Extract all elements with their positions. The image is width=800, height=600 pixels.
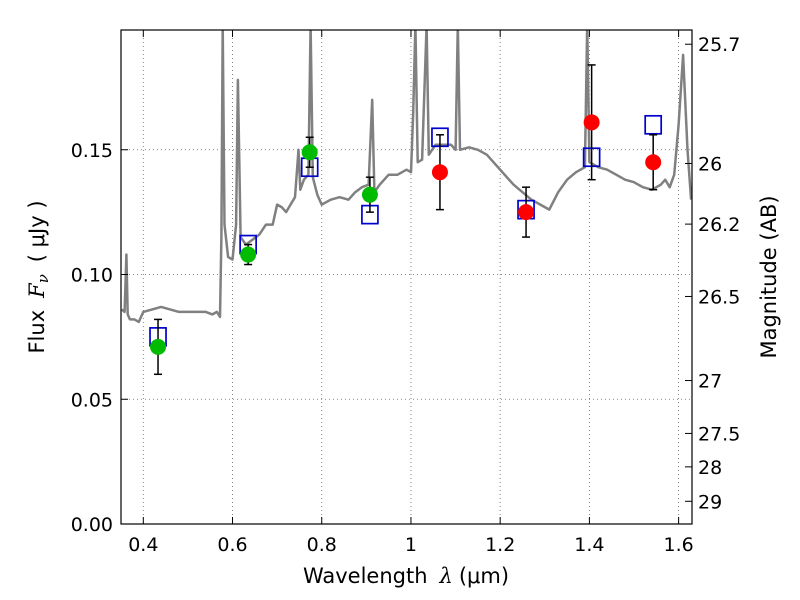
- x-axis-label: Wavelength λ (μm): [303, 564, 509, 588]
- x-tick-label: 1.4: [574, 534, 604, 556]
- right-tick-label: 26.5: [698, 286, 740, 308]
- marker-layer: [149, 64, 663, 376]
- right-tick-label: 28: [698, 457, 722, 479]
- x-tick-label: 1: [405, 534, 417, 556]
- x-tick-label: 1.6: [664, 534, 694, 556]
- optical-flux-point: [150, 338, 167, 355]
- right-axis-label: Magnitude (AB): [757, 195, 781, 358]
- plot-frame: [120, 29, 693, 525]
- tick-layer: 0.4 0.6 0.8 1 1.2 1.4 1.6 0.00 0.05 0.10 0.15 25.7 2…: [71, 30, 740, 556]
- nir-flux-point: [583, 114, 600, 131]
- nir-flux-point: [431, 164, 448, 181]
- model-flux-box: [644, 114, 663, 135]
- nir-flux-point: [645, 154, 662, 171]
- optical-flux-point: [240, 246, 257, 263]
- nir-flux-point: [518, 204, 535, 221]
- grid-layer: [121, 30, 692, 524]
- right-tick-label: 29: [698, 491, 722, 513]
- x-tick-label: 1.2: [485, 534, 515, 556]
- plot-area: [121, 30, 692, 324]
- right-tick-label: 26.2: [698, 214, 740, 236]
- y-tick-label: 0.15: [71, 140, 113, 162]
- optical-flux-point: [361, 186, 378, 203]
- right-tick-label: 26: [698, 153, 722, 175]
- model-spectrum-line: [121, 30, 692, 324]
- y-tick-label: 0.05: [71, 389, 113, 411]
- x-tick-label: 0.6: [217, 534, 247, 556]
- x-tick-label: 0.8: [307, 534, 337, 556]
- y-axis-label: FluxFν( μJy ): [25, 200, 52, 353]
- right-tick-label: 25.7: [698, 34, 740, 56]
- y-tick-label: 0.10: [71, 265, 113, 287]
- y-tick-label: 0.00: [71, 514, 113, 536]
- x-tick-label: 0.4: [128, 534, 158, 556]
- optical-flux-point: [301, 144, 318, 161]
- right-tick-label: 27.5: [698, 423, 740, 445]
- right-tick-label: 27: [698, 371, 722, 393]
